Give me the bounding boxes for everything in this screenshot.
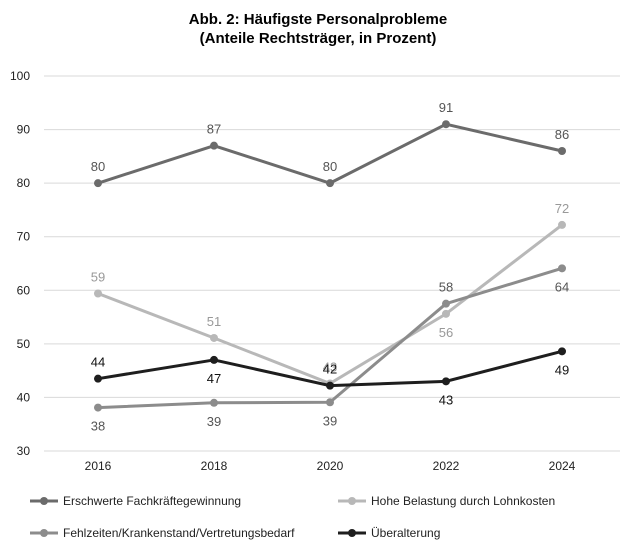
data-point xyxy=(558,147,566,155)
data-point xyxy=(94,403,102,412)
legend-swatch-marker xyxy=(40,497,48,505)
data-point xyxy=(326,179,334,188)
chart-title: Abb. 2: Häufigste Personalprobleme xyxy=(189,11,447,28)
y-tick-label: 40 xyxy=(17,390,31,404)
data-point xyxy=(210,141,218,150)
data-label: 44 xyxy=(91,355,105,370)
legend-label: Überalterung xyxy=(371,526,440,540)
data-label: 51 xyxy=(207,314,221,329)
data-point xyxy=(442,120,450,129)
legend-swatch-marker xyxy=(40,529,48,537)
data-point xyxy=(326,381,334,390)
y-tick-label: 30 xyxy=(17,444,31,458)
data-label: 91 xyxy=(439,100,453,115)
x-tick-label: 2016 xyxy=(85,459,112,473)
series-line xyxy=(97,122,563,185)
legend-item: Fehlzeiten/Krankenstand/Vertretungsbedar… xyxy=(30,526,295,540)
legend-label: Erschwerte Fachkräftegewinnung xyxy=(63,494,241,508)
x-tick-label: 2020 xyxy=(317,459,344,473)
data-label: 86 xyxy=(555,127,569,142)
data-label: 64 xyxy=(555,279,569,294)
series-3: 38 39 39 58 64 xyxy=(91,264,569,434)
data-label: 80 xyxy=(91,159,105,174)
y-tick-label: 50 xyxy=(17,337,31,351)
legend-item: Erschwerte Fachkräftegewinnung xyxy=(30,494,241,508)
gridlines xyxy=(44,75,620,452)
data-point xyxy=(210,333,218,342)
y-tick-label: 100 xyxy=(10,69,30,83)
data-label: 38 xyxy=(91,419,105,434)
x-tick-label: 2018 xyxy=(201,459,228,473)
data-label: 43 xyxy=(439,392,453,407)
x-tick-label: 2024 xyxy=(549,459,576,473)
legend-label: Fehlzeiten/Krankenstand/Vertretungsbedar… xyxy=(63,526,295,540)
data-label: 47 xyxy=(207,371,221,386)
data-point xyxy=(558,220,566,229)
y-tick-label: 80 xyxy=(17,176,31,190)
legend-label: Hohe Belastung durch Lohnkosten xyxy=(371,494,555,508)
series-1: 80 87 80 91 86 xyxy=(91,100,569,188)
data-point xyxy=(442,377,450,386)
data-point xyxy=(210,355,218,364)
data-point xyxy=(94,374,102,383)
data-point xyxy=(442,299,450,308)
data-label: 49 xyxy=(555,362,569,377)
data-point xyxy=(94,179,102,188)
legend-item: Überalterung xyxy=(338,526,440,540)
data-point xyxy=(558,264,566,273)
data-label: 80 xyxy=(323,159,337,174)
data-label: 87 xyxy=(207,122,221,137)
legend-swatch-marker xyxy=(348,529,356,537)
data-label: 56 xyxy=(439,325,453,340)
data-point xyxy=(210,398,218,407)
data-point xyxy=(558,347,566,356)
data-label: 39 xyxy=(323,413,337,428)
data-label: 43 xyxy=(323,360,337,375)
legend-swatch-marker xyxy=(348,497,356,505)
data-point xyxy=(442,309,450,318)
chart-subtitle: (Anteile Rechtsträger, in Prozent) xyxy=(200,30,437,47)
legend: Erschwerte Fachkräftegewinnung Hohe Belas… xyxy=(30,494,555,540)
data-label: 42 xyxy=(323,362,337,377)
x-axis: 2016 2018 2020 2022 2024 xyxy=(85,459,576,473)
data-label: 58 xyxy=(439,280,453,295)
y-axis: 30 40 50 60 70 80 90 100 xyxy=(10,69,30,458)
data-label: 72 xyxy=(555,201,569,216)
data-point xyxy=(326,398,334,407)
series-2: 59 51 43 56 72 xyxy=(91,201,569,388)
y-tick-label: 90 xyxy=(17,123,31,137)
y-tick-label: 70 xyxy=(17,230,31,244)
data-label: 59 xyxy=(91,270,105,285)
legend-item: Hohe Belastung durch Lohnkosten xyxy=(338,494,555,508)
y-tick-label: 60 xyxy=(17,283,31,297)
x-tick-label: 2022 xyxy=(433,459,460,473)
data-label: 39 xyxy=(207,414,221,429)
data-point xyxy=(94,289,102,298)
